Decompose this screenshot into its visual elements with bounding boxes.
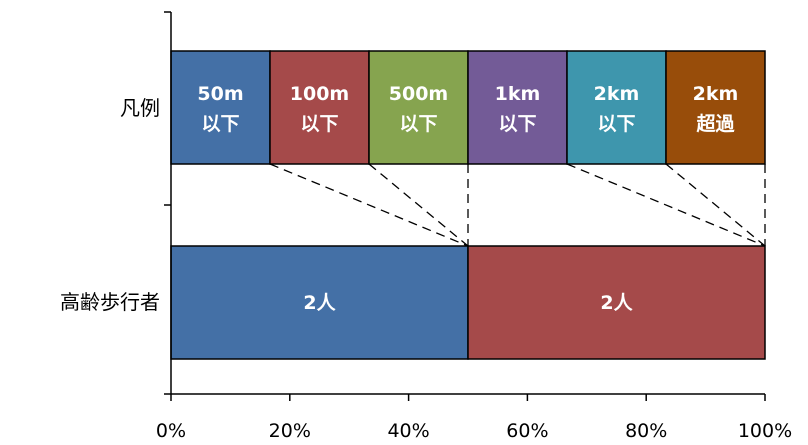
x-tick-label-2: 40% bbox=[387, 420, 429, 442]
segment-label-1-0-0: 2人 bbox=[303, 292, 336, 314]
segment-label-0-2-1: 以下 bbox=[399, 113, 437, 135]
segment-label-0-1-0: 100m bbox=[290, 83, 349, 105]
bar-segment-0-5 bbox=[665, 50, 766, 165]
bar-segment-0-0 bbox=[170, 50, 271, 165]
segment-label-0-4-0: 2km bbox=[594, 83, 640, 105]
segment-label-0-4-1: 以下 bbox=[598, 113, 636, 135]
connector-line-1 bbox=[269, 163, 469, 247]
bar-segment-1-1 bbox=[467, 245, 766, 360]
category-label-1: 高齢歩行者 bbox=[60, 290, 160, 314]
segment-label-1-1-0: 2人 bbox=[600, 292, 633, 314]
x-tick-label-1: 20% bbox=[269, 420, 311, 442]
connector-line-5 bbox=[665, 163, 766, 247]
segment-label-0-0-1: 以下 bbox=[201, 113, 239, 135]
segment-label-0-3-0: 1km bbox=[495, 83, 541, 105]
bar-segment-0-1 bbox=[269, 50, 370, 165]
bar-segment-1-0 bbox=[170, 245, 469, 360]
x-tick-label-5: 100% bbox=[738, 420, 792, 442]
bar-segment-0-4 bbox=[566, 50, 667, 165]
category-label-0: 凡例 bbox=[120, 96, 160, 120]
connector-line-4 bbox=[566, 163, 766, 247]
segment-label-0-2-0: 500m bbox=[389, 83, 448, 105]
x-tick-label-3: 60% bbox=[506, 420, 548, 442]
x-tick-label-4: 80% bbox=[625, 420, 667, 442]
x-tick-label-0: 0% bbox=[156, 420, 186, 442]
segment-label-0-1-1: 以下 bbox=[300, 113, 338, 135]
bar-segment-0-2 bbox=[368, 50, 469, 165]
segment-label-0-3-1: 以下 bbox=[498, 113, 536, 135]
bar-segment-0-3 bbox=[467, 50, 568, 165]
segment-label-0-0-0: 50m bbox=[197, 83, 243, 105]
segment-label-0-5-1: 超過 bbox=[695, 112, 735, 135]
segment-label-0-5-0: 2km bbox=[693, 83, 739, 105]
connector-line-2 bbox=[368, 163, 469, 247]
